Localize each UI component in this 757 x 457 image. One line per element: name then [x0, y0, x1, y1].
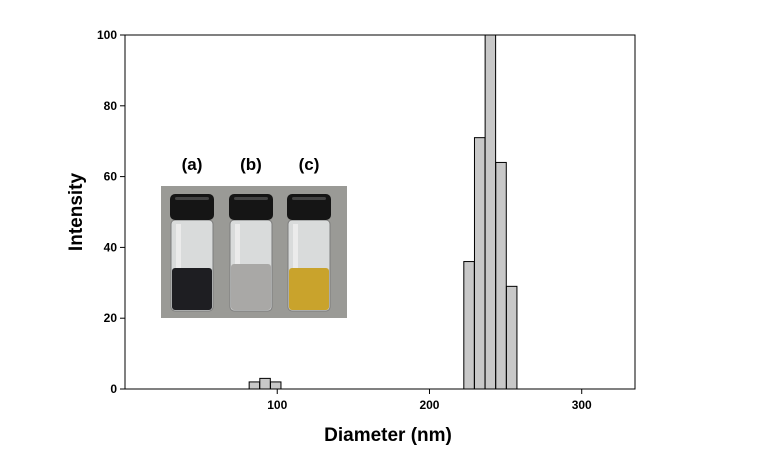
vial-glass-highlight	[293, 224, 298, 305]
x-axis-title: Diameter (nm)	[324, 425, 452, 446]
vial-cap-shine	[292, 197, 326, 200]
histogram-bar	[463, 261, 475, 390]
vial-cap-shine	[175, 197, 209, 200]
vial-c	[287, 194, 331, 312]
y-tick-label: 40	[104, 240, 118, 254]
y-tick-label: 60	[104, 170, 118, 184]
histogram-bar	[484, 34, 497, 390]
y-tick-label: 0	[110, 382, 117, 396]
vial-cap-shine	[234, 197, 268, 200]
histogram-bar	[248, 381, 261, 390]
y-axis-title: Intensity	[66, 173, 87, 252]
vial-cap	[287, 194, 331, 220]
x-tick-label: 200	[419, 398, 439, 412]
histogram-bar	[259, 377, 271, 390]
histogram-bar	[505, 285, 518, 390]
y-axis-ticks: 0 20 40 60 80 100	[97, 28, 125, 396]
y-tick-label: 20	[104, 311, 118, 325]
histogram-bar	[495, 161, 507, 390]
inset-label-b: (b)	[240, 155, 262, 174]
vial-b	[229, 194, 273, 312]
inset-label-a: (a)	[182, 155, 203, 174]
vials-layer	[170, 194, 331, 312]
x-axis-ticks: 100 200 300	[267, 389, 592, 412]
histogram-bar	[473, 137, 486, 390]
vial-a	[170, 194, 214, 312]
vial-glass-highlight	[176, 224, 181, 305]
vial-cap	[170, 194, 214, 220]
vial-liquid	[289, 268, 329, 310]
vial-liquid	[231, 264, 271, 310]
x-tick-label: 100	[267, 398, 287, 412]
vial-photo-inset: (a) (b) (c)	[161, 155, 347, 318]
x-tick-label: 300	[572, 398, 592, 412]
y-tick-label: 100	[97, 28, 117, 42]
histogram-bar	[269, 381, 282, 390]
vial-liquid	[172, 268, 212, 310]
vial-cap	[229, 194, 273, 220]
inset-label-c: (c)	[299, 155, 320, 174]
plot-frame	[124, 34, 636, 390]
y-tick-label: 80	[104, 99, 118, 113]
